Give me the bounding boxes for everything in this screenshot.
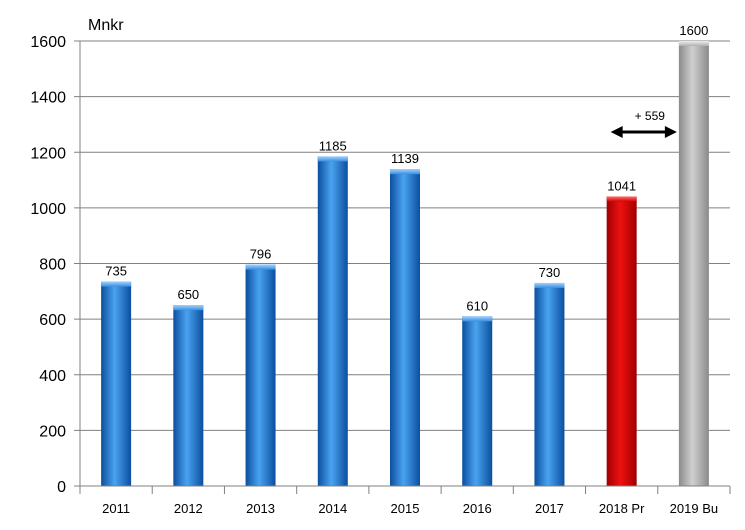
bar-2015 (390, 169, 420, 486)
y-tick-label: 400 (39, 368, 66, 385)
data-labels: 735 650 796 1185 1139 610 730 1041 1600 (105, 23, 708, 313)
bar-2017 (534, 282, 565, 486)
bar-cap (678, 41, 709, 46)
bar-body (245, 264, 276, 486)
y-tick-label: 1000 (30, 201, 66, 218)
bar-body (678, 41, 709, 486)
bar-body (173, 305, 204, 486)
x-tick-label: 2018 Pr (599, 501, 645, 516)
data-label: 650 (177, 287, 199, 302)
y-axis: 0 200 400 600 800 1000 1200 1400 1600 (30, 34, 81, 496)
data-label: 1600 (679, 23, 708, 38)
difference-arrow-right-head (664, 126, 677, 138)
bar-2018-pr (606, 196, 637, 487)
x-tick-label: 2014 (318, 501, 347, 516)
x-tick-label: 2011 (102, 501, 130, 516)
bar-2019-bu (678, 41, 709, 486)
data-label: 1139 (391, 151, 419, 166)
bar-cap (462, 316, 493, 322)
bar-cap (606, 196, 637, 202)
bar-2013 (245, 264, 276, 486)
x-tick-label: 2013 (246, 501, 275, 516)
x-tick-label: 2016 (463, 501, 492, 516)
y-tick-label: 1200 (30, 145, 66, 162)
bar-2014 (317, 156, 348, 486)
y-tick-label: 200 (39, 423, 66, 440)
x-axis: 2011 2012 2013 2014 2015 2016 2017 2018 Pr 2019 … (79, 485, 731, 516)
bar-2016 (462, 316, 493, 486)
bar-2012 (173, 305, 204, 486)
bar-body (534, 282, 565, 486)
difference-arrow-left-head (610, 126, 623, 138)
bar-cap (245, 264, 276, 270)
bar-body (317, 156, 348, 486)
bar-cap (173, 305, 204, 311)
data-label: 610 (466, 298, 488, 313)
y-tick-label: 600 (39, 312, 66, 329)
data-label: 735 (105, 264, 127, 279)
x-tick-label: 2012 (174, 501, 203, 516)
bar-body (462, 316, 493, 486)
x-tick-label: 2019 Bu (670, 501, 718, 516)
bar-body (101, 281, 132, 486)
bar-body (606, 196, 637, 487)
bars (101, 41, 709, 487)
x-tick-label: 2015 (391, 501, 420, 516)
bar-cap (317, 156, 348, 162)
y-tick-label: 1600 (30, 34, 66, 51)
bar-cap (390, 169, 420, 175)
bar-cap (534, 282, 565, 288)
difference-label: + 559 (635, 109, 666, 123)
data-label: 1185 (319, 138, 347, 153)
bar-2011 (101, 281, 132, 486)
y-tick-label: 800 (39, 257, 66, 274)
data-label: 730 (539, 265, 561, 280)
bar-cap (101, 281, 132, 287)
data-label: 796 (250, 247, 272, 262)
data-label: 1041 (607, 178, 636, 193)
y-tick-label: 1400 (30, 90, 66, 107)
x-tick-label: 2017 (535, 501, 564, 516)
y-axis-unit-label: Mnkr (88, 17, 124, 34)
bar-body (390, 169, 420, 486)
difference-annotation: + 559 (610, 109, 677, 138)
y-tick-label: 0 (57, 479, 66, 496)
